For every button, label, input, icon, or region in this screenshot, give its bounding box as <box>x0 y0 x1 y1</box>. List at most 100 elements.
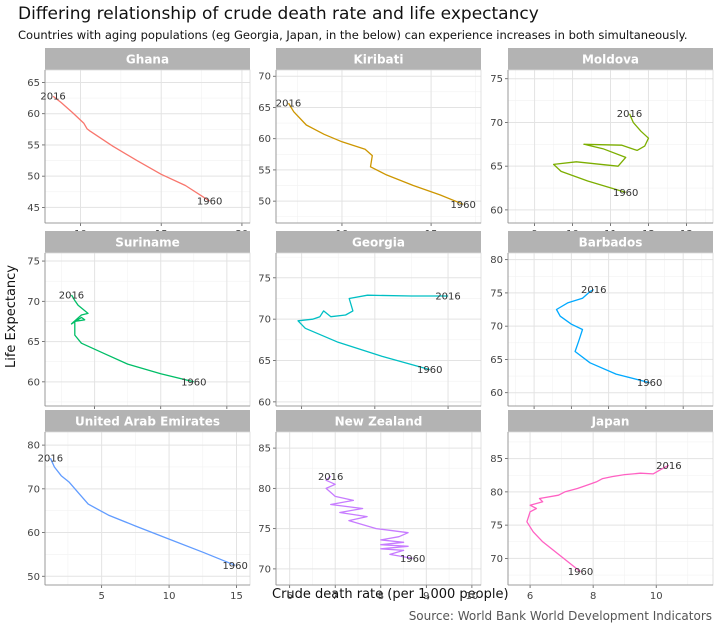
y-tick-label: 75 <box>27 257 40 268</box>
y-tick-label: 60 <box>27 528 40 539</box>
y-tick-label: 75 <box>258 273 271 284</box>
panel-ghana: Ghana101520455055606519602016 <box>27 48 251 240</box>
panel-kiribati: Kiribati1015505560657019602016 <box>258 48 482 240</box>
series-line-kiribati <box>287 102 464 205</box>
y-tick-label: 65 <box>27 337 40 348</box>
y-tick-label: 75 <box>490 74 503 85</box>
y-tick-label: 65 <box>490 355 503 366</box>
panel-strip <box>508 48 713 70</box>
series-line-japan <box>526 464 670 573</box>
annotation-start-year: 1960 <box>400 554 425 565</box>
y-tick-label: 70 <box>490 554 503 565</box>
y-tick-label: 70 <box>258 315 271 326</box>
x-tick-label: 8 <box>378 591 384 602</box>
y-tick-label: 60 <box>27 377 40 388</box>
annotation-start-year: 1960 <box>637 378 662 389</box>
panel-title: Japan <box>591 415 630 429</box>
panel-suriname: Suriname810126065707519602016 <box>27 231 251 423</box>
annotation-end-year: 2016 <box>40 92 65 103</box>
y-tick-label: 60 <box>258 397 271 408</box>
annotation-end-year: 2016 <box>38 454 63 465</box>
y-tick-label: 55 <box>27 140 40 151</box>
y-tick-label: 75 <box>490 288 503 299</box>
annotation-start-year: 1960 <box>197 197 222 208</box>
x-tick-label: 9 <box>423 591 429 602</box>
y-tick-label: 60 <box>490 388 503 399</box>
x-tick-label: 6 <box>286 591 292 602</box>
x-tick-label: 5 <box>98 591 104 602</box>
chart-subtitle: Countries with aging populations (eg Geo… <box>18 28 688 42</box>
annotation-end-year: 2016 <box>318 472 343 483</box>
y-tick-label: 70 <box>258 72 271 83</box>
panel-border <box>44 252 251 407</box>
y-tick-label: 60 <box>258 134 271 145</box>
panel-border <box>507 252 714 407</box>
y-tick-label: 75 <box>490 521 503 532</box>
y-tick-label: 65 <box>258 356 271 367</box>
series-line-barbados <box>555 289 650 384</box>
panel-strip <box>508 231 713 253</box>
y-tick-label: 70 <box>490 118 503 129</box>
y-tick-label: 60 <box>27 109 40 120</box>
annotation-end-year: 2016 <box>435 292 460 303</box>
panel-title: United Arab Emirates <box>75 415 220 429</box>
panel-strip <box>508 410 713 432</box>
y-tick-label: 45 <box>27 203 40 214</box>
x-tick-label: 10 <box>163 591 176 602</box>
y-tick-label: 80 <box>490 255 503 266</box>
source-caption: Source: World Bank World Development Ind… <box>408 609 712 623</box>
y-tick-label: 70 <box>27 484 40 495</box>
annotation-start-year: 1960 <box>417 365 442 376</box>
y-tick-label: 80 <box>490 487 503 498</box>
annotation-end-year: 2016 <box>656 461 681 472</box>
series-line-new-zealand <box>325 475 413 560</box>
panel-strip <box>276 48 481 70</box>
panel-title: Moldova <box>582 53 639 67</box>
annotation-start-year: 1960 <box>450 200 475 211</box>
y-tick-label: 55 <box>258 165 271 176</box>
panel-united-arab-emirates: United Arab Emirates 5 10 15 50 60 70 80 1960 201… <box>27 410 251 602</box>
panel-new-zealand: New Zealand 6 7 8 9 10 70 75 80 85 1960 2016 <box>258 410 482 602</box>
series-line-ghana <box>52 95 210 202</box>
x-tick-label: 8 <box>590 591 596 602</box>
y-tick-label: 65 <box>490 162 503 173</box>
annotation-end-year: 2016 <box>617 109 642 120</box>
panel-japan: Japan 6 8 10 70 75 80 85 1960 2016 <box>490 410 714 602</box>
panel-strip <box>276 410 481 432</box>
annotation-start-year: 1960 <box>568 567 593 578</box>
panel-title: Barbados <box>579 236 643 250</box>
y-tick-label: 50 <box>258 197 271 208</box>
annotation-end-year: 2016 <box>581 285 606 296</box>
panel-strip <box>276 231 481 253</box>
y-tick-label: 65 <box>258 103 271 114</box>
panel-title: New Zealand <box>335 415 423 429</box>
annotation-end-year: 2016 <box>276 99 301 110</box>
y-tick-label: 85 <box>490 454 503 465</box>
chart-title: Differing relationship of crude death ra… <box>18 4 539 24</box>
panel-border <box>44 431 251 586</box>
panel-strip <box>45 410 250 432</box>
y-tick-label: 50 <box>27 172 40 183</box>
y-tick-label: 60 <box>490 205 503 216</box>
annotation-end-year: 2016 <box>59 290 84 301</box>
x-axis-label: Crude death rate (per 1,000 people) <box>272 587 509 602</box>
series-line-united-arab-emirates <box>49 457 236 566</box>
series-line-moldova <box>552 113 650 194</box>
y-tick-label: 85 <box>258 444 271 455</box>
panel-title: Ghana <box>126 53 169 67</box>
y-tick-label: 80 <box>27 441 40 452</box>
y-tick-label: 75 <box>258 524 271 535</box>
panel-moldova: Moldova9101112136065707519602016 <box>490 48 714 240</box>
x-tick-label: 10 <box>466 591 479 602</box>
panel-title: Kiribati <box>354 53 404 67</box>
panel-barbados: Barbados910111213606570758019602016 <box>490 231 714 423</box>
y-tick-label: 80 <box>258 484 271 495</box>
annotation-start-year: 1960 <box>181 377 206 388</box>
panel-strip <box>45 48 250 70</box>
series-line-suriname <box>70 294 194 383</box>
y-tick-label: 50 <box>27 572 40 583</box>
annotation-start-year: 1960 <box>613 188 638 199</box>
panel-title: Georgia <box>352 236 405 250</box>
x-tick-label: 6 <box>527 591 533 602</box>
